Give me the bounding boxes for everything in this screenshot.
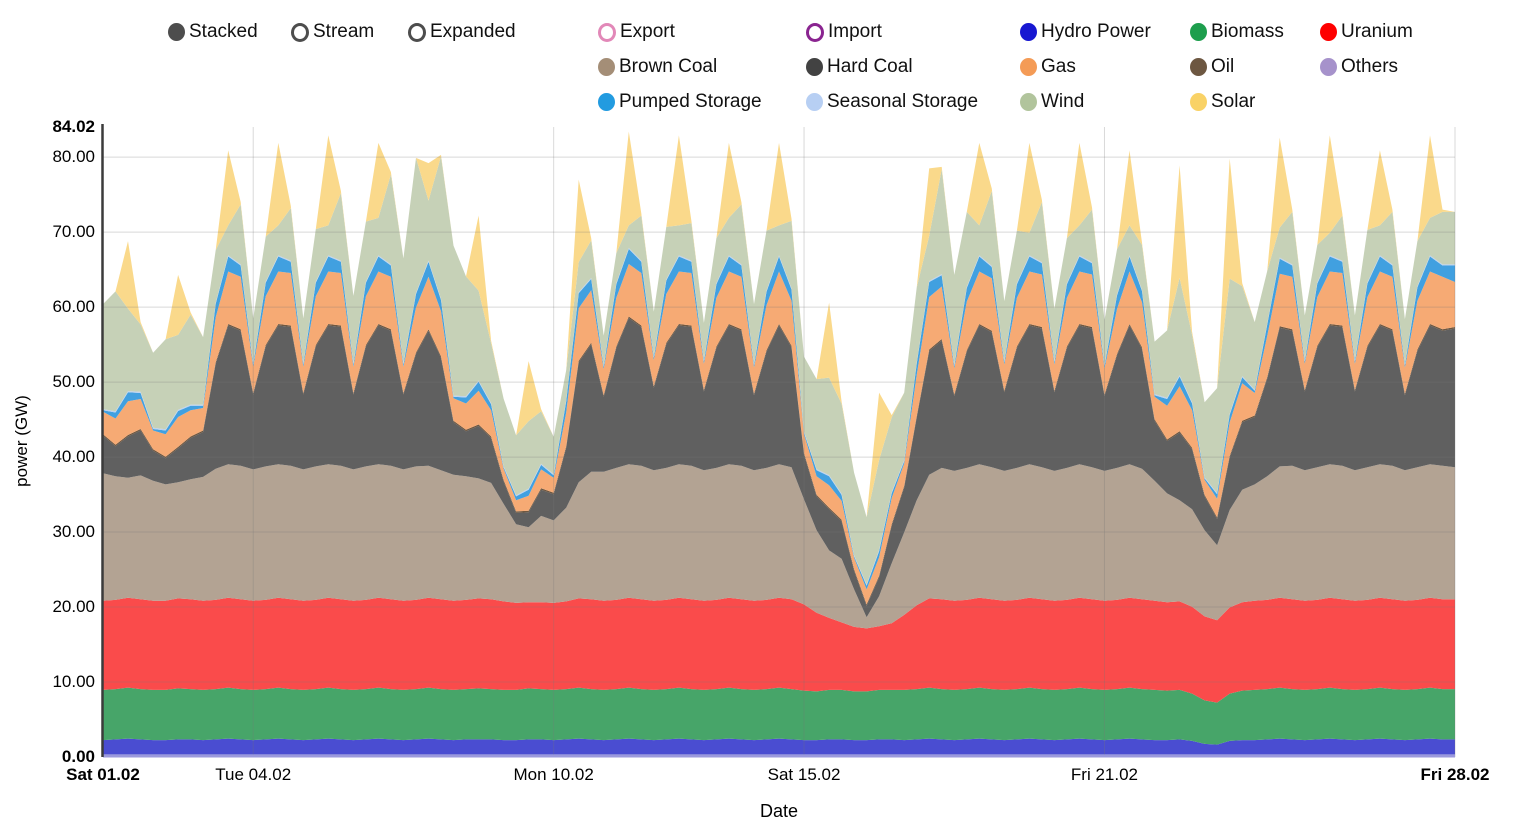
series-color-dot-icon <box>1190 93 1207 111</box>
chart-plot-area[interactable] <box>103 127 1455 757</box>
area-pumped-storage <box>103 249 1455 590</box>
series-color-dot-icon <box>806 58 823 76</box>
mode-option-label: Stacked <box>189 21 258 42</box>
x-tick-label: Sat 15.02 <box>767 765 841 784</box>
mode-option-stacked[interactable]: Stacked <box>168 21 258 43</box>
legend-item-hard-coal[interactable]: Hard Coal <box>806 56 913 78</box>
legend-item-uranium[interactable]: Uranium <box>1320 21 1413 43</box>
mode-option-label: Expanded <box>430 21 516 42</box>
legend-item-label: Oil <box>1211 56 1235 77</box>
y-tick-label: 0.00 <box>61 747 95 766</box>
area-brown-coal <box>103 464 1455 629</box>
y-tick-label: 60.00 <box>52 297 95 317</box>
legend-item-biomass[interactable]: Biomass <box>1190 21 1284 43</box>
series-color-dot-icon <box>1020 23 1037 41</box>
legend-item-others[interactable]: Others <box>1320 56 1398 78</box>
series-color-dot-icon <box>1190 23 1207 41</box>
legend-item-solar[interactable]: Solar <box>1190 91 1255 113</box>
y-tick-label: 40.00 <box>52 447 95 467</box>
mode-option-label: Stream <box>313 21 375 42</box>
series-color-dot-icon <box>1320 58 1337 76</box>
area-biomass <box>103 687 1455 745</box>
x-axis-baseline <box>103 754 1455 758</box>
legend-item-label: Others <box>1341 56 1399 77</box>
legend-item-label: Hydro Power <box>1041 21 1151 42</box>
y-tick-label: 84.02 <box>52 117 95 136</box>
area-hydro-power <box>103 738 1455 755</box>
series-color-dot-icon <box>1190 58 1207 76</box>
radio-selected-icon <box>168 23 185 41</box>
legend-item-label: Export <box>620 21 675 42</box>
legend-item-label: Uranium <box>1341 21 1413 42</box>
radio-unselected-icon <box>291 22 309 42</box>
legend-item-gas[interactable]: Gas <box>1020 56 1076 78</box>
y-tick-label: 20.00 <box>52 597 95 617</box>
y-tick-label: 80.00 <box>52 147 95 167</box>
series-color-dot-icon <box>806 93 823 111</box>
legend-item-brown-coal[interactable]: Brown Coal <box>598 56 717 78</box>
legend-item-seasonal-storage[interactable]: Seasonal Storage <box>806 91 978 113</box>
x-axis-title: Date <box>759 801 799 821</box>
legend-item-label: Seasonal Storage <box>827 91 979 112</box>
legend-item-label: Wind <box>1041 91 1085 112</box>
series-color-dot-icon <box>806 22 824 42</box>
series-color-dot-icon <box>598 22 616 42</box>
series-color-dot-icon <box>598 58 615 76</box>
legend-item-label: Biomass <box>1211 21 1284 42</box>
x-tick-label: Mon 10.02 <box>513 765 594 784</box>
legend-item-label: Solar <box>1211 91 1256 112</box>
legend-item-wind[interactable]: Wind <box>1020 91 1084 113</box>
legend-item-label: Brown Coal <box>619 56 718 77</box>
series-color-dot-icon <box>598 93 615 111</box>
legend-item-label: Gas <box>1041 56 1076 77</box>
y-tick-label: 10.00 <box>52 672 95 692</box>
mode-option-stream[interactable]: Stream <box>291 21 374 43</box>
area-hard-coal <box>103 318 1455 618</box>
legend-item-label: Hard Coal <box>827 56 913 77</box>
y-axis-title: power (GW) <box>12 395 31 487</box>
area-solar <box>103 131 1455 518</box>
series-color-dot-icon <box>1320 23 1337 41</box>
area-wind <box>103 156 1455 585</box>
x-tick-label: Fri 21.02 <box>1070 765 1139 784</box>
x-tick-label: Tue 04.02 <box>215 765 292 784</box>
legend-item-label: Pumped Storage <box>619 91 762 112</box>
y-tick-label: 70.00 <box>52 222 95 242</box>
legend-item-pumped-storage[interactable]: Pumped Storage <box>598 91 762 113</box>
area-uranium <box>103 597 1455 703</box>
area-gas <box>103 264 1455 605</box>
legend-item-export[interactable]: Export <box>598 21 675 43</box>
mode-option-expanded[interactable]: Expanded <box>408 21 516 43</box>
legend-item-hydro-power[interactable]: Hydro Power <box>1020 21 1151 43</box>
legend-item-oil[interactable]: Oil <box>1190 56 1234 78</box>
x-tick-label: Fri 28.02 <box>1420 765 1490 784</box>
y-tick-label: 50.00 <box>52 372 95 392</box>
y-tick-label: 30.00 <box>52 522 95 542</box>
series-color-dot-icon <box>1020 93 1037 111</box>
radio-unselected-icon <box>408 22 426 42</box>
series-color-dot-icon <box>1020 58 1037 76</box>
legend-item-label: Import <box>828 21 882 42</box>
x-tick-label: Sat 01.02 <box>66 765 140 784</box>
legend-item-import[interactable]: Import <box>806 21 882 43</box>
